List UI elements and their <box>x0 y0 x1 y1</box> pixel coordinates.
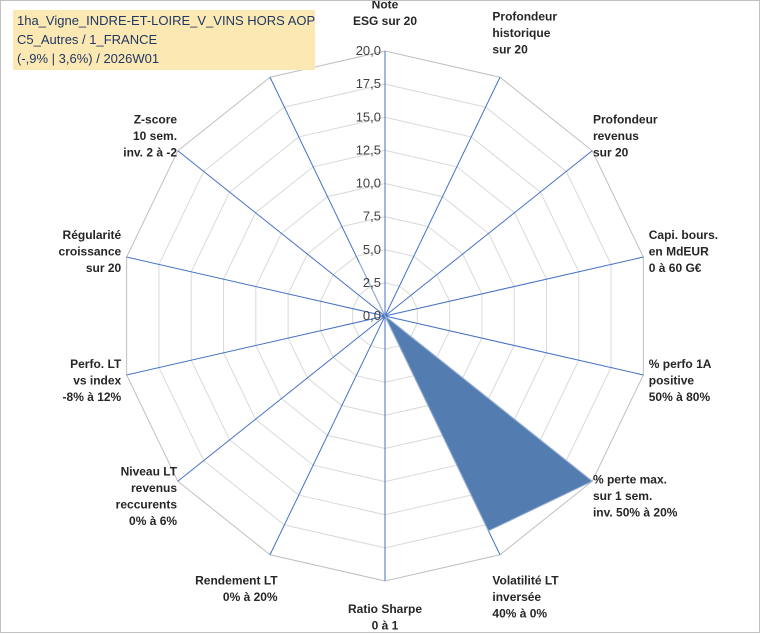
axis-label-0-line-1: ESG sur 20 <box>353 14 417 28</box>
axis-label-5: % perte max. sur 1 sem. inv. 50% à 20% <box>593 473 678 520</box>
axis-label-10-line-1: vs index <box>73 373 121 387</box>
spoke-8 <box>269 315 386 555</box>
radar-series <box>358 262 594 532</box>
axis-label-1: Profondeur historique sur 20 <box>492 10 557 57</box>
axis-label-12: Z-score 10 sem. inv. 2 à -2 <box>123 112 177 159</box>
axis-label-9-line-0: Niveau LT <box>121 464 178 478</box>
chart-title-line-3: (-,9% | 3,6%) / 2026W01 <box>17 51 160 66</box>
spoke-4 <box>384 315 644 376</box>
axis-label-9-line-3: 0% à 6% <box>129 514 177 528</box>
axis-label-11-line-1: croissance <box>59 245 122 259</box>
tick-label-0: 0,0 <box>363 308 381 323</box>
tick-label-1: 2,5 <box>363 275 381 290</box>
axis-label-0-line-0: Note <box>372 1 399 12</box>
axis-label-12-line-2: inv. 2 à -2 <box>123 145 177 159</box>
axis-label-2-line-0: Profondeur <box>593 112 658 126</box>
axis-label-10: Perfo. LT vs index -8% à 12% <box>63 357 122 404</box>
tick-label-6: 15,0 <box>356 109 381 124</box>
axis-label-4-line-0: % perfo 1A <box>649 357 712 371</box>
axis-label-10-line-0: Perfo. LT <box>70 357 122 371</box>
axis-label-5-line-2: inv. 50% à 20% <box>593 506 678 520</box>
axis-label-8: Rendement LT 0% à 20% <box>195 573 278 604</box>
axis-label-2-line-2: sur 20 <box>593 145 629 159</box>
axis-label-6-line-2: 40% à 0% <box>492 606 547 620</box>
axis-label-8-line-0: Rendement LT <box>195 573 278 587</box>
axis-label-4-line-1: positive <box>649 373 695 387</box>
axis-label-11: Régularité croissance sur 20 <box>59 228 122 275</box>
axis-label-4: % perfo 1A positive 50% à 80% <box>649 357 712 404</box>
axis-label-6-line-1: inversée <box>492 590 541 604</box>
axis-label-1-line-1: historique <box>492 26 550 40</box>
axis-label-7: Ratio Sharpe 0 à 1 <box>348 602 422 633</box>
axis-label-9-line-2: reccurents <box>116 497 178 511</box>
axis-label-7-line-0: Ratio Sharpe <box>348 602 422 616</box>
axis-label-5-line-1: sur 1 sem. <box>593 489 652 503</box>
axis-label-12-line-0: Z-score <box>134 112 178 126</box>
axis-label-12-line-1: 10 sem. <box>133 129 177 143</box>
axis-label-2-line-1: revenus <box>593 129 639 143</box>
tick-label-7: 17,5 <box>356 76 381 91</box>
spoke-9 <box>177 315 386 482</box>
spoke-2 <box>384 150 593 317</box>
axis-label-8-line-1: 0% à 20% <box>223 590 278 604</box>
axis-label-5-line-0: % perte max. <box>593 473 667 487</box>
tick-label-4: 10,0 <box>356 176 381 191</box>
tick-label-3: 7,5 <box>363 209 381 224</box>
axis-label-11-line-2: sur 20 <box>86 261 122 275</box>
radial-tick-labels: 0,0 2,5 5,0 7,5 10,0 12,5 15,0 17,5 20,0 <box>356 43 381 323</box>
tick-label-5: 12,5 <box>356 142 381 157</box>
axis-label-2: Profondeur revenus sur 20 <box>593 112 658 159</box>
axis-label-10-line-2: -8% à 12% <box>63 390 122 404</box>
tick-label-2: 5,0 <box>363 242 381 257</box>
spoke-1 <box>384 77 501 317</box>
axis-label-9: Niveau LT revenus reccurents 0% à 6% <box>116 464 178 528</box>
axis-label-3-line-0: Capi. bours. <box>649 228 718 242</box>
chart-title-line-1: 1ha_Vigne_INDRE-ET-LOIRE_V_VINS HORS AOP <box>17 13 316 28</box>
chart-title-box: 1ha_Vigne_INDRE-ET-LOIRE_V_VINS HORS AOP… <box>13 10 315 70</box>
axis-label-11-line-0: Régularité <box>63 228 122 242</box>
spoke-11 <box>126 256 386 317</box>
axis-label-4-line-2: 50% à 80% <box>649 390 711 404</box>
axis-label-3-line-2: 0 à 60 G€ <box>649 261 702 275</box>
axis-label-6: Volatilité LT inversée 40% à 0% <box>492 573 559 620</box>
axis-label-9-line-1: revenus <box>131 481 177 495</box>
spoke-12 <box>177 150 386 317</box>
chart-title-line-2: C5_Autres / 1_FRANCE <box>17 32 158 47</box>
axis-label-6-line-0: Volatilité LT <box>492 573 559 587</box>
spoke-3 <box>384 256 644 317</box>
axis-label-7-line-1: 0 à 1 <box>372 619 399 633</box>
axis-label-1-line-0: Profondeur <box>492 10 557 24</box>
axis-label-0: Note ESG sur 20 <box>353 1 417 28</box>
tick-label-8: 20,0 <box>356 43 381 58</box>
series-area-0 <box>358 262 594 532</box>
spoke-10 <box>126 315 386 376</box>
axis-label-3: Capi. bours. en MdEUR 0 à 60 G€ <box>649 228 718 275</box>
axis-label-1-line-2: sur 20 <box>492 43 528 57</box>
axis-label-3-line-1: en MdEUR <box>649 245 709 259</box>
